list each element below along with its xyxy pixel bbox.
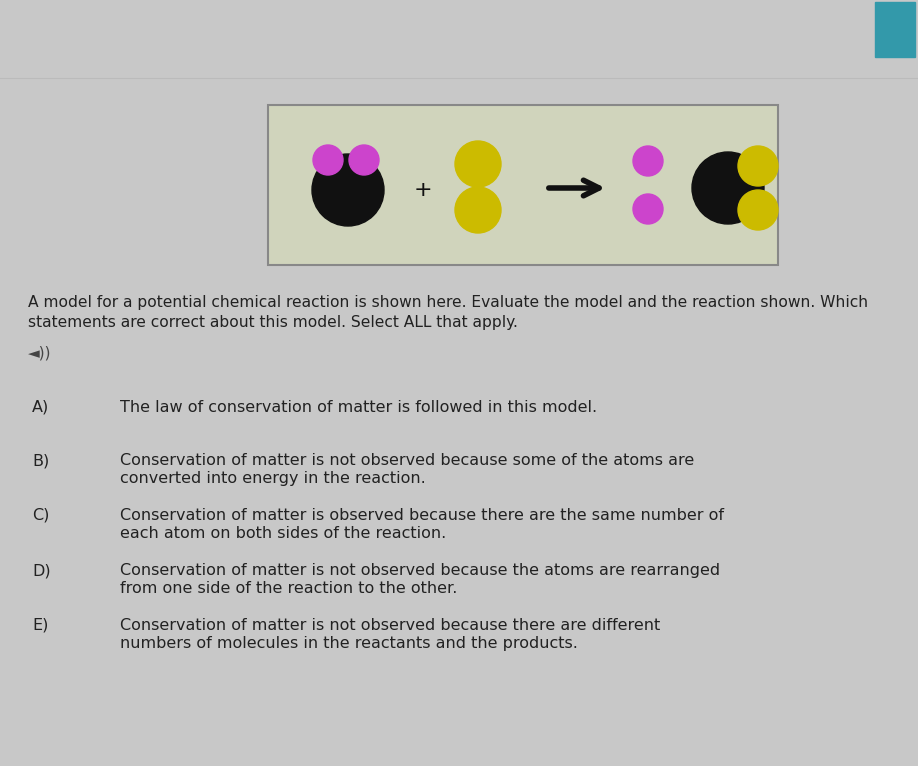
Text: each atom on both sides of the reaction.: each atom on both sides of the reaction.: [120, 526, 446, 541]
Circle shape: [738, 190, 778, 230]
Circle shape: [633, 146, 663, 176]
Circle shape: [312, 154, 384, 226]
Bar: [875, 2, 915, 57]
Circle shape: [692, 152, 764, 224]
Circle shape: [633, 194, 663, 224]
Text: numbers of molecules in the reactants and the products.: numbers of molecules in the reactants an…: [120, 636, 577, 651]
Circle shape: [738, 146, 778, 186]
Text: ◄)): ◄)): [28, 345, 51, 360]
Circle shape: [313, 145, 343, 175]
Text: Conservation of matter is not observed because some of the atoms are: Conservation of matter is not observed b…: [120, 453, 694, 468]
Text: Conservation of matter is observed because there are the same number of: Conservation of matter is observed becau…: [120, 508, 724, 523]
Text: A): A): [32, 400, 50, 415]
Text: D): D): [32, 563, 50, 578]
Text: Conservation of matter is not observed because the atoms are rearranged: Conservation of matter is not observed b…: [120, 563, 720, 578]
Text: converted into energy in the reaction.: converted into energy in the reaction.: [120, 471, 426, 486]
Circle shape: [349, 145, 379, 175]
Text: C): C): [32, 508, 50, 523]
Text: Conservation of matter is not observed because there are different: Conservation of matter is not observed b…: [120, 618, 660, 633]
Text: from one side of the reaction to the other.: from one side of the reaction to the oth…: [120, 581, 457, 596]
Bar: [268, 105, 778, 265]
Text: +: +: [414, 180, 432, 200]
Text: statements are correct about this model. Select ALL that apply.: statements are correct about this model.…: [28, 315, 518, 330]
Text: E): E): [32, 618, 49, 633]
Text: A model for a potential chemical reaction is shown here. Evaluate the model and : A model for a potential chemical reactio…: [28, 295, 868, 310]
Circle shape: [455, 187, 501, 233]
Text: B): B): [32, 453, 50, 468]
Text: The law of conservation of matter is followed in this model.: The law of conservation of matter is fol…: [120, 400, 597, 415]
Circle shape: [455, 141, 501, 187]
